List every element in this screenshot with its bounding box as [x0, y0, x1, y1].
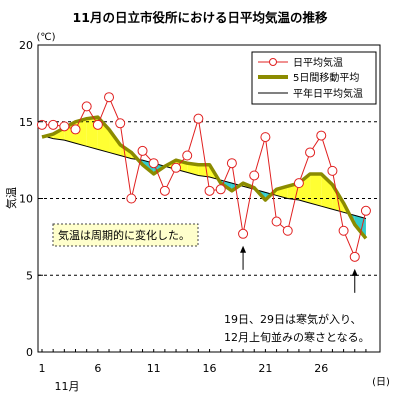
- legend-label-normal: 平年日平均気温: [293, 87, 363, 100]
- daily-temperature-point: [338, 225, 349, 236]
- deviation-fill: [187, 163, 199, 176]
- x-tick-label: 6: [94, 362, 101, 375]
- daily-temperature-point: [215, 184, 226, 195]
- daily-temperature-point: [204, 185, 215, 196]
- daily-temperature-point: [249, 170, 260, 181]
- x-unit-label: (日): [372, 377, 390, 388]
- daily-temperature-point: [171, 162, 182, 173]
- x-tick-label: 21: [258, 362, 272, 375]
- deviation-fill: [310, 173, 322, 207]
- month-label: 11月: [55, 380, 80, 393]
- daily-temperature-point: [226, 158, 237, 169]
- daily-temperature-point: [316, 130, 327, 141]
- daily-temperature-point: [59, 121, 70, 132]
- x-tick-label: 1: [39, 362, 46, 375]
- chart-title: 11月の日立市役所における日平均気温の推移: [73, 10, 328, 25]
- daily-temperature-point: [70, 124, 81, 135]
- x-tick-label: 26: [314, 362, 328, 375]
- x-tick-label: 11: [147, 362, 161, 375]
- annotation-cold-line2: 12月上旬並みの寒さとなる。: [224, 330, 370, 344]
- daily-temperature-point: [238, 228, 249, 239]
- daily-temperature-point: [115, 118, 126, 129]
- daily-temperature-point: [193, 113, 204, 124]
- y-tick-label: 5: [26, 269, 33, 282]
- daily-temperature-point: [159, 185, 170, 196]
- legend: 日平均気温 5日間移動平均 平年日平均気温: [251, 51, 377, 105]
- y-tick-label: 15: [19, 116, 33, 129]
- daily-temperature-point: [48, 119, 59, 130]
- daily-temperature-point: [126, 193, 137, 204]
- annotation-cold-line1: 19日、29日は寒気が入り、: [224, 312, 362, 326]
- y-tick-label: 20: [19, 39, 33, 52]
- daily-temperature-point: [305, 147, 316, 158]
- daily-temperature-point: [37, 119, 47, 130]
- y-tick-label: 10: [19, 193, 33, 206]
- arrow-head: [240, 245, 247, 253]
- y-axis-label: 気温: [4, 187, 18, 209]
- annotation-cycle-box: [52, 223, 199, 247]
- legend-label-daily: 日平均気温: [293, 56, 343, 69]
- y-ticks: 0 5 10 15 20: [19, 39, 43, 359]
- daily-temperature-point: [148, 158, 159, 169]
- daily-temperature-point: [92, 119, 103, 130]
- daily-markers: [37, 92, 371, 262]
- daily-temperature-point: [360, 205, 371, 216]
- daily-temperature-point: [282, 225, 293, 236]
- daily-temperature-point: [327, 165, 338, 176]
- daily-temperature-point: [81, 101, 92, 112]
- annotation-cycle-text: 気温は周期的に変化した。: [58, 228, 190, 242]
- x-tick-label: 16: [203, 362, 217, 375]
- deviation-fill: [198, 164, 210, 178]
- y-unit-label: (℃): [36, 32, 55, 43]
- y-tick-label: 0: [26, 346, 33, 359]
- daily-temperature-point: [137, 145, 148, 156]
- arrow-head: [351, 268, 358, 276]
- annotation-cycle: 気温は周期的に変化した。: [52, 223, 199, 247]
- daily-temperature-point: [104, 92, 115, 103]
- moving-average-line: [41, 115, 368, 240]
- daily-temperature-point: [293, 178, 304, 189]
- cold-arrows: [240, 245, 358, 293]
- daily-temperature-point: [271, 216, 282, 227]
- daily-temperature-point: [182, 150, 193, 161]
- daily-temperature-point: [349, 251, 360, 262]
- normal-temperature-line: [41, 135, 367, 219]
- legend-label-moving: 5日間移動平均: [293, 71, 359, 84]
- daily-temperature-point: [260, 132, 271, 143]
- legend-marker-daily: [269, 58, 277, 66]
- x-ticks: 1 6 11 16 21 26: [39, 349, 367, 375]
